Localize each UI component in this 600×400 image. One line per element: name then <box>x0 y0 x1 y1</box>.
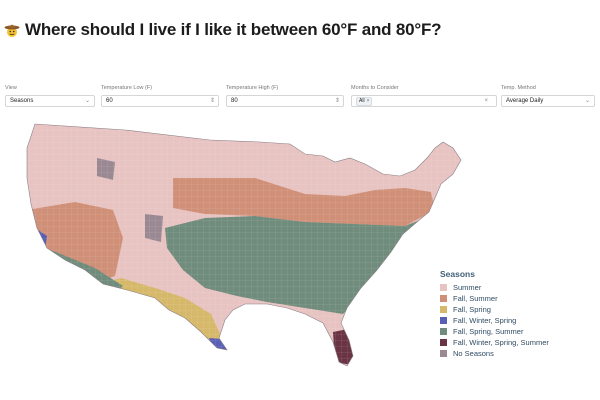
legend-item[interactable]: Fall, Summer <box>440 293 549 304</box>
legend-swatch <box>440 284 447 291</box>
legend-item[interactable]: Fall, Spring <box>440 304 549 315</box>
legend-label: Fall, Spring, Summer <box>453 327 524 336</box>
chevron-down-icon: ⌄ <box>84 98 90 104</box>
county-grid <box>27 124 461 366</box>
legend-label: Fall, Summer <box>453 294 498 303</box>
legend-label: Fall, Spring <box>453 305 491 314</box>
legend-item[interactable]: Fall, Spring, Summer <box>440 326 549 337</box>
legend-swatch <box>440 328 447 335</box>
legend-label: Fall, Winter, Spring <box>453 316 517 325</box>
legend-swatch <box>440 306 447 313</box>
us-county-map[interactable] <box>5 118 480 383</box>
temp-low-input[interactable]: 60 ⇕ <box>101 95 219 107</box>
stepper-icon[interactable]: ⇕ <box>334 98 340 104</box>
months-tag[interactable]: All × <box>356 97 373 106</box>
remove-tag-icon[interactable]: × <box>366 98 370 104</box>
temp-high-value: 80 <box>231 98 238 104</box>
legend-item[interactable]: Summer <box>440 282 549 293</box>
us-outline <box>26 123 462 367</box>
method-control: Temp. Method Average Daily ⌄ <box>501 84 595 107</box>
legend-swatch <box>440 350 447 357</box>
temp-high-label: Temperature High (F) <box>226 85 279 91</box>
months-multiselect[interactable]: All × × <box>351 95 497 107</box>
stepper-icon[interactable]: ⇕ <box>209 98 215 104</box>
temp-low-value: 60 <box>106 98 113 104</box>
legend-label: No Seasons <box>453 349 494 358</box>
cowboy-hat-face-icon <box>4 24 20 37</box>
months-tag-label: All <box>359 98 365 104</box>
view-select[interactable]: Seasons ⌄ <box>5 95 95 107</box>
view-control: View Seasons ⌄ <box>5 84 95 107</box>
header: Where should I live if I like it between… <box>4 20 442 40</box>
seasons-legend: Seasons Summer Fall, Summer Fall, Spring… <box>440 269 549 359</box>
method-value: Average Daily <box>506 98 544 104</box>
legend-item[interactable]: Fall, Winter, Spring, Summer <box>440 337 549 348</box>
temp-high-input[interactable]: 80 ⇕ <box>226 95 344 107</box>
months-control: Months to Consider All × × <box>351 84 497 107</box>
controls-bar: View Seasons ⌄ Temperature Low (F) 60 ⇕ … <box>0 84 600 114</box>
legend-label: Summer <box>453 283 482 292</box>
temp-high-control: Temperature High (F) 80 ⇕ <box>226 84 344 107</box>
legend-item[interactable]: No Seasons <box>440 348 549 359</box>
legend-item[interactable]: Fall, Winter, Spring <box>440 315 549 326</box>
chevron-down-icon: ⌄ <box>584 98 590 104</box>
legend-swatch <box>440 339 447 346</box>
page-title: Where should I live if I like it between… <box>25 20 442 39</box>
method-select[interactable]: Average Daily ⌄ <box>501 95 595 107</box>
method-label: Temp. Method <box>501 85 536 91</box>
legend-title: Seasons <box>440 269 475 279</box>
view-value: Seasons <box>10 98 34 104</box>
legend-swatch <box>440 317 447 324</box>
months-label: Months to Consider <box>351 85 399 91</box>
clear-icon[interactable]: × <box>484 98 488 104</box>
temp-low-label: Temperature Low (F) <box>101 85 153 91</box>
legend-swatch <box>440 295 447 302</box>
temp-low-control: Temperature Low (F) 60 ⇕ <box>101 84 219 107</box>
legend-label: Fall, Winter, Spring, Summer <box>453 338 549 347</box>
view-label: View <box>5 85 17 91</box>
